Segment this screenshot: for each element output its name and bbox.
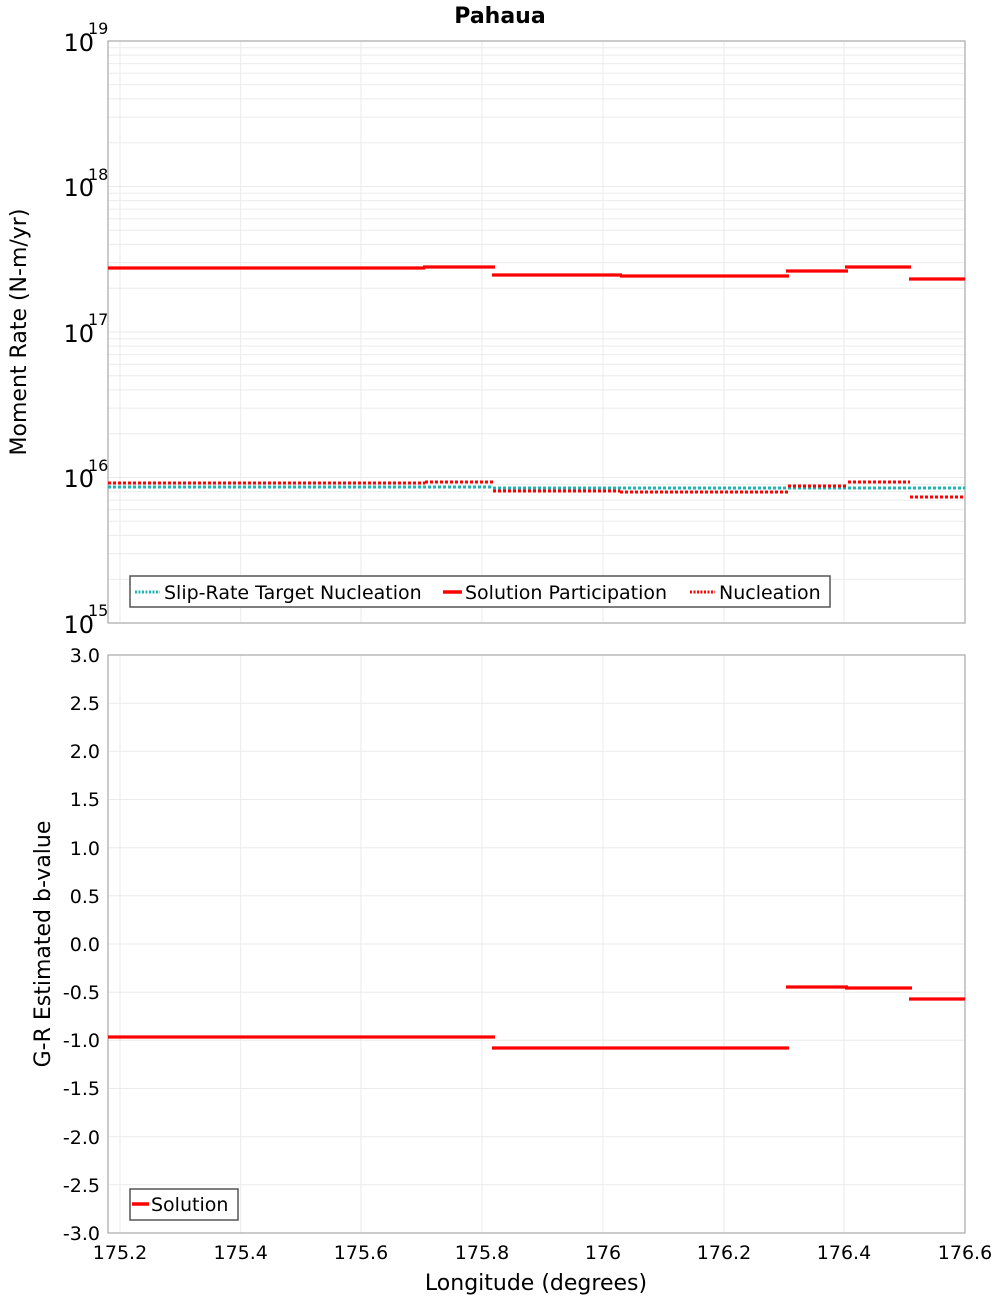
svg-text:16: 16: [88, 456, 108, 475]
svg-text:10: 10: [63, 174, 94, 202]
bottom-plot: 3.0 2.5 2.0 1.5 1.0 0.5 0.0 -0.5 -1.0 -1…: [31, 645, 992, 1296]
bottom-y-ticks: 3.0 2.5 2.0 1.5 1.0 0.5 0.0 -0.5 -1.0 -1…: [63, 645, 100, 1245]
svg-text:10: 10: [63, 29, 94, 57]
top-y-axis-label: Moment Rate (N-m/yr): [7, 209, 32, 456]
svg-text:-1.0: -1.0: [63, 1030, 100, 1052]
svg-text:Solution: Solution: [151, 1194, 228, 1216]
svg-text:0.5: 0.5: [70, 886, 100, 908]
svg-text:18: 18: [88, 165, 108, 184]
bottom-plot-frame: [107, 654, 966, 1234]
svg-text:3.0: 3.0: [70, 645, 100, 667]
svg-text:175.2: 175.2: [93, 1242, 147, 1264]
svg-text:175.6: 175.6: [334, 1242, 388, 1264]
svg-text:0.0: 0.0: [70, 934, 100, 956]
svg-text:-0.5: -0.5: [63, 982, 100, 1004]
svg-text:176.4: 176.4: [817, 1242, 871, 1264]
bottom-y-axis-label: G-R Estimated b-value: [31, 821, 56, 1068]
x-axis-label: Longitude (degrees): [425, 1271, 647, 1296]
svg-text:10: 10: [63, 611, 94, 639]
svg-text:Slip-Rate Target Nucleation: Slip-Rate Target Nucleation: [164, 582, 422, 604]
svg-text:-2.0: -2.0: [63, 1127, 100, 1149]
svg-text:176.2: 176.2: [697, 1242, 751, 1264]
svg-text:17: 17: [88, 310, 108, 329]
svg-text:176: 176: [585, 1242, 621, 1264]
top-grid: [108, 41, 965, 623]
svg-text:10: 10: [63, 465, 94, 493]
svg-text:176.6: 176.6: [938, 1242, 992, 1264]
series-slip-rate-target: [108, 485, 965, 490]
bottom-x-ticks: 175.2 175.4 175.6 175.8 176 176.2 176.4 …: [93, 1242, 992, 1264]
svg-text:175.4: 175.4: [213, 1242, 267, 1264]
svg-text:-3.0: -3.0: [63, 1223, 100, 1245]
svg-text:19: 19: [88, 19, 108, 38]
svg-text:15: 15: [88, 601, 108, 620]
svg-text:10: 10: [63, 320, 94, 348]
svg-text:Nucleation: Nucleation: [719, 582, 821, 604]
svg-text:1.5: 1.5: [70, 789, 100, 811]
svg-text:-1.5: -1.5: [63, 1078, 100, 1100]
chart-title: Pahaua: [454, 4, 545, 29]
svg-text:175.8: 175.8: [455, 1242, 509, 1264]
svg-text:-2.5: -2.5: [63, 1175, 100, 1197]
bottom-grid: [108, 655, 965, 1233]
series-nucleation: [108, 480, 965, 499]
bottom-legend: Solution: [129, 1188, 239, 1221]
top-plot: 10 19 10 18 10 17 10 16 10 15 Moment Rat…: [7, 19, 966, 639]
svg-text:Solution Participation: Solution Participation: [465, 582, 667, 604]
svg-text:1.0: 1.0: [70, 838, 100, 860]
svg-text:2.0: 2.0: [70, 741, 100, 763]
series-solution-participation: [108, 265, 965, 281]
svg-text:2.5: 2.5: [70, 693, 100, 715]
series-solution-b-value: [108, 985, 965, 1050]
top-y-ticks: 10 19 10 18 10 17 10 16 10 15: [63, 19, 108, 639]
top-legend: Slip-Rate Target Nucleation Solution Par…: [129, 575, 831, 608]
top-plot-frame: [107, 40, 966, 624]
